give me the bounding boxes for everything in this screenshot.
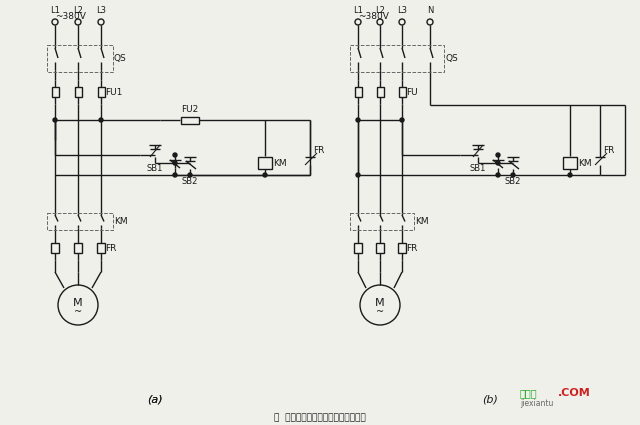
Text: L2: L2 (73, 6, 83, 15)
Text: (a): (a) (147, 395, 163, 405)
Circle shape (173, 153, 177, 157)
Text: 图  电动机单向旋转控制线路接线方法: 图 电动机单向旋转控制线路接线方法 (274, 414, 366, 422)
Text: SB2: SB2 (505, 177, 521, 186)
Text: QS: QS (445, 54, 458, 63)
Text: SB1: SB1 (470, 164, 486, 173)
Bar (74, 87, 81, 97)
Text: ~380V: ~380V (358, 12, 389, 21)
Text: FR: FR (313, 146, 324, 155)
Bar (258, 157, 272, 169)
Text: M: M (375, 298, 385, 308)
Bar (97, 243, 105, 253)
Text: FR: FR (603, 146, 614, 155)
Text: SB2: SB2 (182, 177, 198, 186)
Circle shape (496, 173, 500, 177)
Bar (376, 243, 384, 253)
Text: 接线图: 接线图 (520, 388, 538, 398)
Bar (398, 243, 406, 253)
Text: L1: L1 (353, 6, 363, 15)
Circle shape (511, 173, 515, 177)
Text: KM: KM (114, 217, 127, 226)
Circle shape (173, 173, 177, 177)
Text: L3: L3 (397, 6, 407, 15)
Bar (354, 243, 362, 253)
Text: SB1: SB1 (147, 164, 163, 173)
Text: (b): (b) (482, 395, 498, 405)
Circle shape (99, 118, 103, 122)
Text: ~: ~ (74, 307, 82, 317)
Bar (74, 243, 82, 253)
Text: ~380V: ~380V (55, 12, 86, 21)
Text: QS: QS (114, 54, 127, 63)
Bar (563, 157, 577, 169)
Text: KM: KM (273, 159, 287, 167)
Circle shape (356, 118, 360, 122)
Bar (97, 87, 104, 97)
Bar (47, 45, 113, 72)
Circle shape (400, 118, 404, 122)
Text: FR: FR (105, 244, 116, 252)
Bar (51, 243, 59, 253)
Text: FU2: FU2 (181, 105, 198, 114)
Text: N: N (427, 6, 433, 15)
Text: FU1: FU1 (105, 88, 122, 96)
Text: jiexiantu: jiexiantu (520, 399, 554, 408)
Text: FU: FU (406, 88, 418, 96)
Circle shape (356, 173, 360, 177)
Text: L3: L3 (96, 6, 106, 15)
Text: M: M (73, 298, 83, 308)
Bar (376, 87, 383, 97)
Circle shape (496, 161, 500, 165)
Bar (47, 213, 113, 230)
Bar (399, 87, 406, 97)
Bar (350, 213, 414, 230)
Circle shape (53, 118, 57, 122)
Text: L1: L1 (50, 6, 60, 15)
Text: KM: KM (415, 217, 429, 226)
Circle shape (188, 173, 192, 177)
Circle shape (496, 153, 500, 157)
Text: ~: ~ (376, 307, 384, 317)
Circle shape (173, 161, 177, 165)
Circle shape (263, 173, 267, 177)
Bar (181, 116, 199, 124)
Text: L2: L2 (375, 6, 385, 15)
Text: KM: KM (578, 159, 591, 167)
Text: .COM: .COM (558, 388, 591, 398)
Circle shape (568, 173, 572, 177)
Text: (a): (a) (147, 395, 163, 405)
Bar (350, 45, 444, 72)
Bar (355, 87, 362, 97)
Bar (51, 87, 58, 97)
Text: FR: FR (406, 244, 417, 252)
